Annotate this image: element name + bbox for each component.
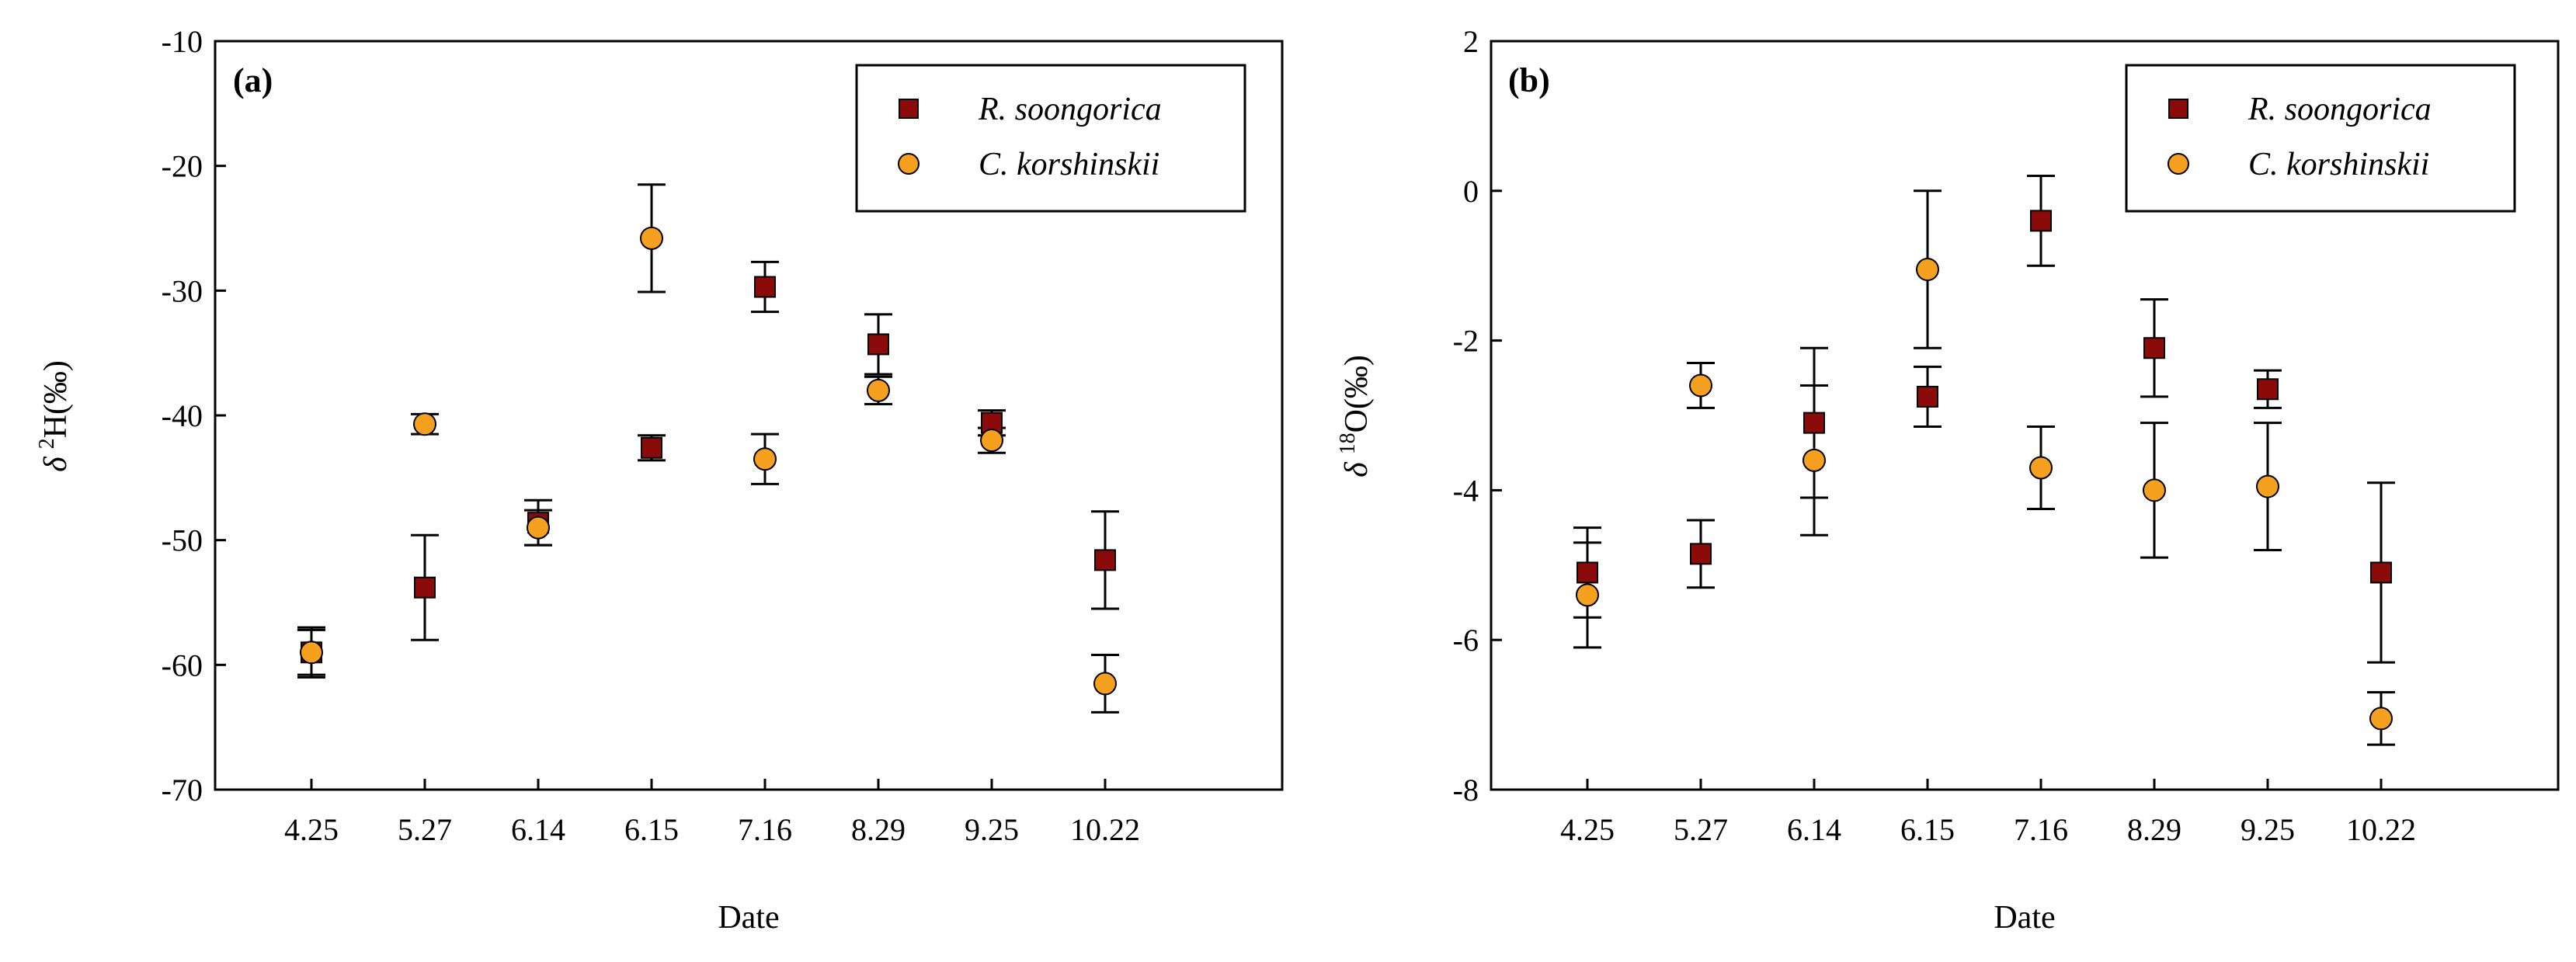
legend-marker-b-r-soongorica xyxy=(2168,99,2188,119)
y-tick-label-b: -8 xyxy=(1453,773,1479,807)
y-tick-label-a: -30 xyxy=(162,273,203,308)
data-point-a-c-korshinskii xyxy=(1093,672,1117,696)
data-point-b-r-soongorica xyxy=(2370,561,2392,584)
x-tick-label-a: 6.14 xyxy=(511,812,565,847)
y-tick-label-b: 0 xyxy=(1463,174,1479,209)
y-axis-title-a-text: H(‰) xyxy=(38,360,74,438)
legend-label-a-c-korshinskii: C. korshinskii xyxy=(979,147,1159,182)
y-axis-title-b-text: O(‰) xyxy=(1339,355,1375,432)
data-point-b-c-korshinskii xyxy=(2256,474,2279,498)
data-point-b-c-korshinskii xyxy=(1916,258,1939,282)
x-tick-label-a: 7.16 xyxy=(738,812,792,847)
x-tick-label-b: 4.25 xyxy=(1560,812,1615,847)
data-point-b-r-soongorica xyxy=(1917,385,1938,408)
x-tick-label-b: 7.16 xyxy=(2014,812,2068,847)
data-point-a-r-soongorica xyxy=(641,436,662,459)
data-marks-b xyxy=(1573,175,2395,746)
chart-panel-a: (a) R. soongorica C. korshinskii Date δ 2… xyxy=(35,24,1284,936)
y-tick-label-b: 2 xyxy=(1463,24,1479,59)
y-axis-title-b: δ 18O(‰) xyxy=(1336,355,1375,478)
data-point-b-r-soongorica xyxy=(1803,412,1825,434)
data-point-a-c-korshinskii xyxy=(980,429,1003,453)
legend-box-a xyxy=(855,64,1246,213)
y-axis-title-b-sup: 18 xyxy=(1336,432,1360,454)
y-axis-title-a-sup: 2 xyxy=(35,438,59,449)
axis-ticks-a: -70 -60 -50 -40 -30 -20 -10 4.25 5.27 6.14 6.15 7.1… xyxy=(162,24,1140,847)
x-tick-label-a: 9.25 xyxy=(965,812,1019,847)
y-tick-label-a: -60 xyxy=(162,648,203,682)
data-point-a-r-soongorica xyxy=(867,333,889,356)
data-point-a-r-soongorica xyxy=(414,576,436,599)
x-tick-label-b: 5.27 xyxy=(1674,812,1728,847)
x-tick-label-b: 10.22 xyxy=(2346,812,2416,847)
data-point-a-c-korshinskii xyxy=(527,516,550,540)
y-tick-label-a: -70 xyxy=(162,773,203,807)
y-tick-label-a: -50 xyxy=(162,523,203,558)
data-point-b-r-soongorica xyxy=(2143,337,2165,359)
y-axis-title-a: δ 2H(‰) xyxy=(35,360,74,472)
data-point-b-r-soongorica xyxy=(2030,210,2052,232)
x-tick-label-b: 6.14 xyxy=(1787,812,1841,847)
legend-label-b-c-korshinskii: C. korshinskii xyxy=(2248,147,2429,182)
x-axis-title-b: Date xyxy=(1994,900,2055,936)
panel-label-b: (b) xyxy=(1508,61,1550,99)
legend-marker-a-c-korshinskii xyxy=(898,153,920,175)
data-point-a-c-korshinskii xyxy=(413,412,436,436)
x-tick-label-b: 8.29 xyxy=(2127,812,2181,847)
data-point-b-c-korshinskii xyxy=(2029,456,2053,480)
data-point-b-r-soongorica xyxy=(1690,543,1712,565)
chart-panel-b: (b) R. soongorica C. korshinskii Date δ 1… xyxy=(1336,24,2560,936)
data-point-b-c-korshinskii xyxy=(1689,373,1712,398)
data-point-b-r-soongorica xyxy=(2257,378,2279,401)
x-tick-label-a: 6.15 xyxy=(624,812,679,847)
y-tick-label-b: -4 xyxy=(1453,473,1479,508)
x-tick-label-a: 4.25 xyxy=(284,812,339,847)
panel-label-a: (a) xyxy=(233,61,273,99)
legend-marker-a-r-soongorica xyxy=(899,99,919,119)
legend-label-b-r-soongorica: R. soongorica xyxy=(2247,92,2432,127)
data-point-b-r-soongorica xyxy=(1577,561,1598,584)
legend-a: R. soongorica C. korshinskii xyxy=(855,64,1246,213)
data-point-a-r-soongorica xyxy=(754,276,776,298)
data-point-b-c-korshinskii xyxy=(2369,707,2393,731)
y-axis-title-a-symbol: δ xyxy=(38,456,74,472)
legend-marker-b-c-korshinskii xyxy=(2168,153,2189,175)
data-point-a-c-korshinskii xyxy=(640,226,663,250)
x-tick-label-a: 8.29 xyxy=(851,812,906,847)
x-tick-label-a: 5.27 xyxy=(398,812,452,847)
y-tick-label-b: -2 xyxy=(1453,324,1479,359)
x-axis-title-a: Date xyxy=(718,900,779,936)
y-tick-label-a: -40 xyxy=(162,398,203,433)
legend-box-b xyxy=(2125,64,2516,213)
data-point-b-c-korshinskii xyxy=(2143,478,2166,502)
legend-label-a-r-soongorica: R. soongorica xyxy=(978,92,1162,127)
data-point-b-c-korshinskii xyxy=(1803,448,1826,472)
x-tick-label-b: 6.15 xyxy=(1900,812,1955,847)
data-point-a-r-soongorica xyxy=(1094,549,1116,571)
data-marks-a xyxy=(297,183,1119,714)
legend-b: R. soongorica C. korshinskii xyxy=(2125,64,2516,213)
x-tick-label-b: 9.25 xyxy=(2241,812,2295,847)
y-tick-label-a: -20 xyxy=(162,149,203,184)
data-point-a-c-korshinskii xyxy=(300,641,323,665)
data-point-a-c-korshinskii xyxy=(867,378,890,402)
data-point-a-c-korshinskii xyxy=(753,447,777,471)
plot-frame-b xyxy=(1490,40,2560,791)
axis-ticks-b: -8 -6 -4 -2 0 2 4.25 5.27 6.14 6.15 7.16 8.29 9.25 10… xyxy=(1453,24,2416,847)
y-tick-label-b: -6 xyxy=(1453,623,1479,658)
y-axis-title-b-symbol: δ xyxy=(1339,461,1375,478)
data-point-b-c-korshinskii xyxy=(1576,583,1599,607)
x-tick-label-a: 10.22 xyxy=(1070,812,1140,847)
y-tick-label-a: -10 xyxy=(162,24,203,59)
